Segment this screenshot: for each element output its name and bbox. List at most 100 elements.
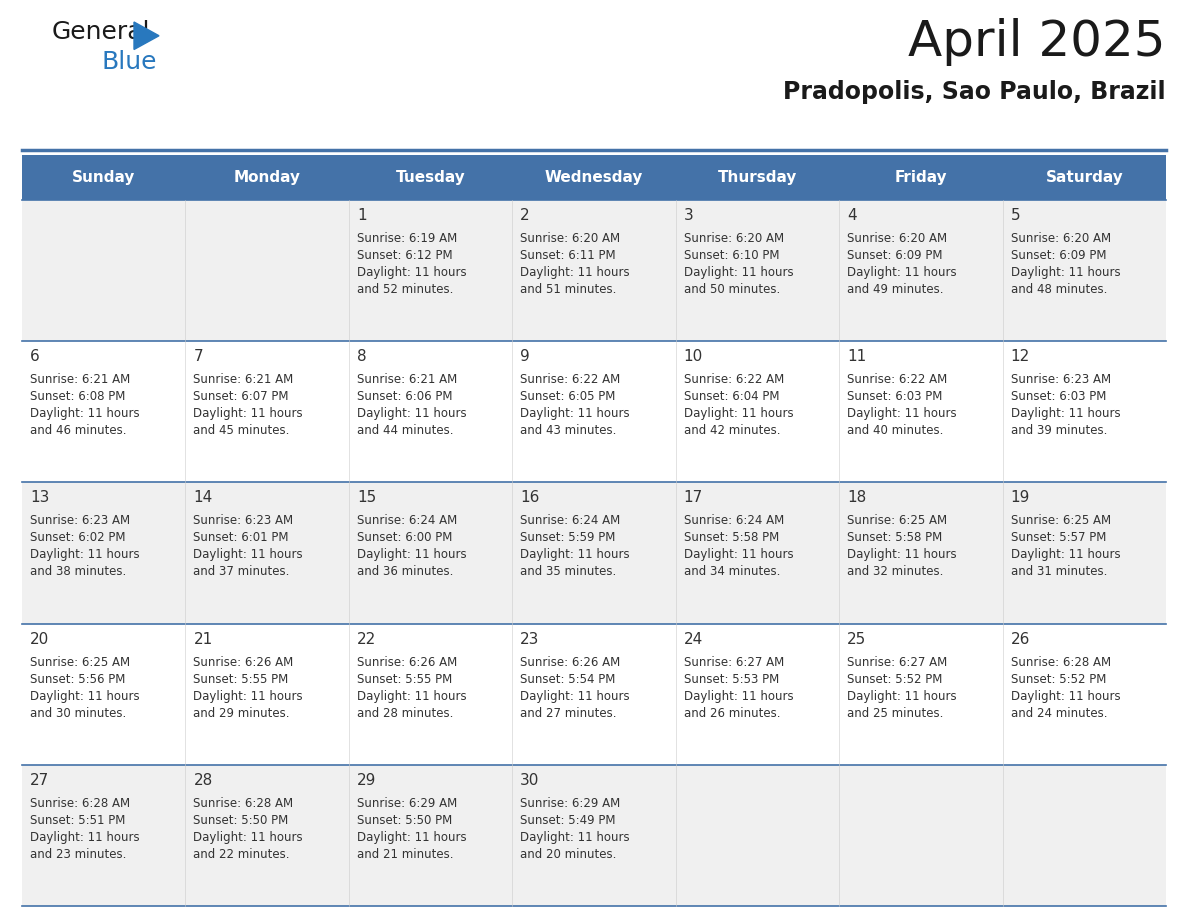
Text: and 35 minutes.: and 35 minutes. — [520, 565, 617, 578]
Text: and 40 minutes.: and 40 minutes. — [847, 424, 943, 437]
Text: Sunset: 6:00 PM: Sunset: 6:00 PM — [356, 532, 453, 544]
Text: Sunset: 6:05 PM: Sunset: 6:05 PM — [520, 390, 615, 403]
Text: Daylight: 11 hours: Daylight: 11 hours — [30, 831, 140, 844]
Text: Daylight: 11 hours: Daylight: 11 hours — [1011, 689, 1120, 702]
Text: 27: 27 — [30, 773, 49, 788]
Text: Sunday: Sunday — [72, 170, 135, 185]
Text: Daylight: 11 hours: Daylight: 11 hours — [356, 266, 467, 279]
Text: Daylight: 11 hours: Daylight: 11 hours — [684, 689, 794, 702]
Text: and 20 minutes.: and 20 minutes. — [520, 848, 617, 861]
Text: and 30 minutes.: and 30 minutes. — [30, 707, 126, 720]
Text: and 45 minutes.: and 45 minutes. — [194, 424, 290, 437]
Text: Sunset: 5:58 PM: Sunset: 5:58 PM — [684, 532, 779, 544]
Text: Sunrise: 6:22 AM: Sunrise: 6:22 AM — [847, 374, 947, 386]
Text: Sunset: 5:55 PM: Sunset: 5:55 PM — [356, 673, 453, 686]
Text: Sunset: 6:03 PM: Sunset: 6:03 PM — [1011, 390, 1106, 403]
Text: Sunrise: 6:21 AM: Sunrise: 6:21 AM — [30, 374, 131, 386]
Text: and 50 minutes.: and 50 minutes. — [684, 283, 781, 296]
Text: 30: 30 — [520, 773, 539, 788]
Polygon shape — [134, 22, 159, 50]
Text: Sunrise: 6:26 AM: Sunrise: 6:26 AM — [520, 655, 620, 668]
Text: 15: 15 — [356, 490, 377, 506]
Text: Monday: Monday — [234, 170, 301, 185]
Text: Daylight: 11 hours: Daylight: 11 hours — [684, 266, 794, 279]
Text: Sunrise: 6:21 AM: Sunrise: 6:21 AM — [194, 374, 293, 386]
Text: Sunset: 6:04 PM: Sunset: 6:04 PM — [684, 390, 779, 403]
Text: and 24 minutes.: and 24 minutes. — [1011, 707, 1107, 720]
Text: and 43 minutes.: and 43 minutes. — [520, 424, 617, 437]
Text: Sunset: 6:06 PM: Sunset: 6:06 PM — [356, 390, 453, 403]
Text: and 46 minutes.: and 46 minutes. — [30, 424, 126, 437]
Text: Sunrise: 6:23 AM: Sunrise: 6:23 AM — [194, 514, 293, 528]
Text: and 22 minutes.: and 22 minutes. — [194, 848, 290, 861]
Text: Sunset: 6:03 PM: Sunset: 6:03 PM — [847, 390, 942, 403]
Text: Sunrise: 6:22 AM: Sunrise: 6:22 AM — [684, 374, 784, 386]
Text: Sunset: 5:50 PM: Sunset: 5:50 PM — [194, 813, 289, 827]
Text: 18: 18 — [847, 490, 866, 506]
Text: 2: 2 — [520, 208, 530, 223]
Text: Wednesday: Wednesday — [545, 170, 643, 185]
Text: 3: 3 — [684, 208, 694, 223]
Text: Daylight: 11 hours: Daylight: 11 hours — [847, 408, 956, 420]
Text: and 21 minutes.: and 21 minutes. — [356, 848, 454, 861]
Text: 5: 5 — [1011, 208, 1020, 223]
Text: Daylight: 11 hours: Daylight: 11 hours — [520, 548, 630, 562]
Text: Daylight: 11 hours: Daylight: 11 hours — [520, 831, 630, 844]
Text: Friday: Friday — [895, 170, 947, 185]
Text: and 27 minutes.: and 27 minutes. — [520, 707, 617, 720]
Text: Daylight: 11 hours: Daylight: 11 hours — [847, 548, 956, 562]
Text: Saturday: Saturday — [1045, 170, 1123, 185]
Text: Sunset: 5:54 PM: Sunset: 5:54 PM — [520, 673, 615, 686]
Text: Sunrise: 6:28 AM: Sunrise: 6:28 AM — [30, 797, 131, 810]
Text: Sunrise: 6:19 AM: Sunrise: 6:19 AM — [356, 232, 457, 245]
Text: and 34 minutes.: and 34 minutes. — [684, 565, 781, 578]
Text: Daylight: 11 hours: Daylight: 11 hours — [684, 548, 794, 562]
Text: and 37 minutes.: and 37 minutes. — [194, 565, 290, 578]
Text: Sunrise: 6:25 AM: Sunrise: 6:25 AM — [1011, 514, 1111, 528]
Text: 26: 26 — [1011, 632, 1030, 646]
Text: and 36 minutes.: and 36 minutes. — [356, 565, 454, 578]
Text: Sunrise: 6:20 AM: Sunrise: 6:20 AM — [684, 232, 784, 245]
Text: Tuesday: Tuesday — [396, 170, 466, 185]
Text: 25: 25 — [847, 632, 866, 646]
Text: 17: 17 — [684, 490, 703, 506]
Text: Daylight: 11 hours: Daylight: 11 hours — [520, 408, 630, 420]
Text: Sunrise: 6:25 AM: Sunrise: 6:25 AM — [30, 655, 131, 668]
Text: 10: 10 — [684, 349, 703, 364]
Text: and 23 minutes.: and 23 minutes. — [30, 848, 126, 861]
Text: Daylight: 11 hours: Daylight: 11 hours — [520, 689, 630, 702]
Text: and 42 minutes.: and 42 minutes. — [684, 424, 781, 437]
Text: Sunset: 6:02 PM: Sunset: 6:02 PM — [30, 532, 126, 544]
Text: Daylight: 11 hours: Daylight: 11 hours — [1011, 548, 1120, 562]
Text: and 32 minutes.: and 32 minutes. — [847, 565, 943, 578]
Text: 13: 13 — [30, 490, 50, 506]
Text: and 44 minutes.: and 44 minutes. — [356, 424, 454, 437]
Text: Sunrise: 6:24 AM: Sunrise: 6:24 AM — [356, 514, 457, 528]
Text: Sunrise: 6:24 AM: Sunrise: 6:24 AM — [684, 514, 784, 528]
Text: Sunset: 6:09 PM: Sunset: 6:09 PM — [847, 249, 942, 262]
Text: Sunset: 5:51 PM: Sunset: 5:51 PM — [30, 813, 126, 827]
Text: Sunset: 5:55 PM: Sunset: 5:55 PM — [194, 673, 289, 686]
Text: Sunrise: 6:20 AM: Sunrise: 6:20 AM — [847, 232, 947, 245]
Text: 16: 16 — [520, 490, 539, 506]
Text: Daylight: 11 hours: Daylight: 11 hours — [847, 689, 956, 702]
Text: Daylight: 11 hours: Daylight: 11 hours — [356, 408, 467, 420]
Text: Daylight: 11 hours: Daylight: 11 hours — [356, 548, 467, 562]
Text: Sunrise: 6:29 AM: Sunrise: 6:29 AM — [356, 797, 457, 810]
Text: Sunset: 6:09 PM: Sunset: 6:09 PM — [1011, 249, 1106, 262]
Text: and 39 minutes.: and 39 minutes. — [1011, 424, 1107, 437]
Text: Sunset: 6:01 PM: Sunset: 6:01 PM — [194, 532, 289, 544]
Text: 23: 23 — [520, 632, 539, 646]
Text: Sunrise: 6:28 AM: Sunrise: 6:28 AM — [194, 797, 293, 810]
Text: Sunrise: 6:24 AM: Sunrise: 6:24 AM — [520, 514, 620, 528]
Text: Pradopolis, Sao Paulo, Brazil: Pradopolis, Sao Paulo, Brazil — [783, 80, 1165, 104]
Text: Sunrise: 6:29 AM: Sunrise: 6:29 AM — [520, 797, 620, 810]
Text: and 48 minutes.: and 48 minutes. — [1011, 283, 1107, 296]
Text: Daylight: 11 hours: Daylight: 11 hours — [30, 548, 140, 562]
Text: Sunrise: 6:25 AM: Sunrise: 6:25 AM — [847, 514, 947, 528]
Text: Sunrise: 6:23 AM: Sunrise: 6:23 AM — [1011, 374, 1111, 386]
Bar — [23, 200, 1165, 341]
Text: and 38 minutes.: and 38 minutes. — [30, 565, 126, 578]
Text: Sunset: 6:10 PM: Sunset: 6:10 PM — [684, 249, 779, 262]
Text: Daylight: 11 hours: Daylight: 11 hours — [194, 831, 303, 844]
